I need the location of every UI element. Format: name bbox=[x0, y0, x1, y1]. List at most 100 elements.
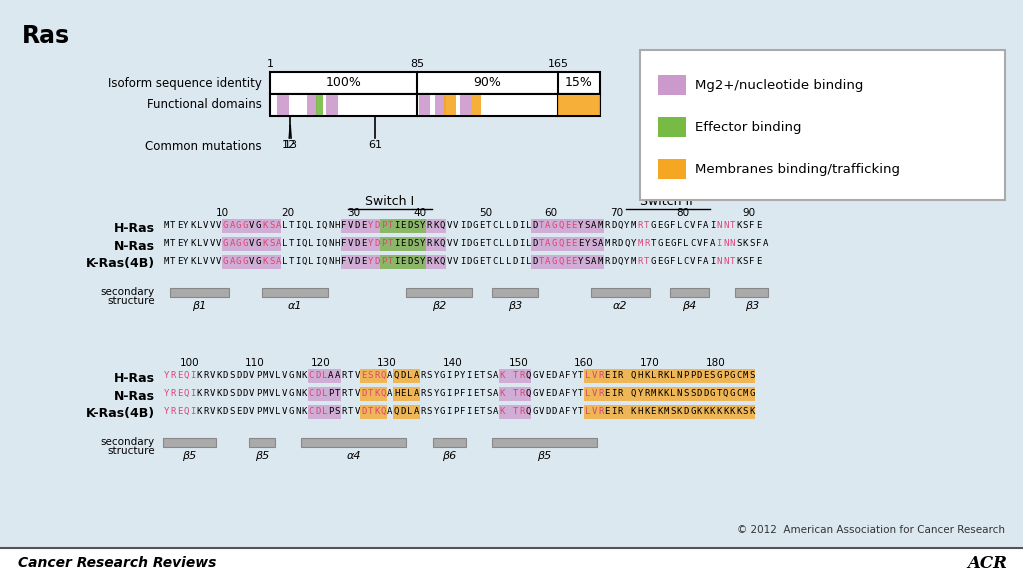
Text: R: R bbox=[597, 371, 604, 380]
Text: A: A bbox=[493, 407, 498, 416]
Text: E: E bbox=[236, 407, 241, 416]
Text: Q: Q bbox=[394, 371, 399, 380]
Bar bbox=[736, 288, 768, 297]
Text: N: N bbox=[296, 371, 301, 380]
Text: A: A bbox=[275, 221, 281, 230]
Text: F: F bbox=[677, 239, 682, 248]
Text: Y: Y bbox=[183, 221, 188, 230]
Text: T: T bbox=[486, 257, 491, 266]
Text: E: E bbox=[756, 221, 761, 230]
Text: H: H bbox=[637, 407, 642, 416]
Text: secondary: secondary bbox=[101, 437, 155, 447]
Text: Q: Q bbox=[302, 221, 307, 230]
Text: I: I bbox=[315, 239, 320, 248]
Text: D: D bbox=[407, 257, 412, 266]
Text: I: I bbox=[190, 371, 195, 380]
Text: A: A bbox=[388, 371, 393, 380]
Text: T: T bbox=[480, 407, 485, 416]
Text: K: K bbox=[743, 239, 748, 248]
Text: I: I bbox=[190, 389, 195, 398]
Bar bbox=[308, 369, 341, 383]
Text: V: V bbox=[591, 407, 596, 416]
Text: K: K bbox=[677, 407, 682, 416]
Text: E: E bbox=[545, 389, 550, 398]
Text: Y: Y bbox=[572, 389, 577, 398]
Text: T: T bbox=[643, 257, 650, 266]
Text: K: K bbox=[434, 221, 439, 230]
Text: K: K bbox=[374, 407, 380, 416]
Text: T: T bbox=[651, 239, 656, 248]
Text: F: F bbox=[697, 257, 702, 266]
Text: I: I bbox=[466, 371, 472, 380]
Text: 30: 30 bbox=[347, 208, 360, 218]
Text: L: L bbox=[499, 257, 504, 266]
Text: D: D bbox=[242, 389, 248, 398]
Text: structure: structure bbox=[107, 446, 155, 456]
Text: D: D bbox=[513, 221, 518, 230]
Text: S: S bbox=[749, 371, 755, 380]
Text: R: R bbox=[204, 371, 209, 380]
Text: T: T bbox=[288, 221, 294, 230]
Text: K: K bbox=[434, 257, 439, 266]
Text: M: M bbox=[631, 257, 636, 266]
Text: R: R bbox=[204, 389, 209, 398]
Text: V: V bbox=[210, 371, 215, 380]
Text: S: S bbox=[335, 407, 340, 416]
Text: V: V bbox=[539, 389, 544, 398]
Text: C: C bbox=[493, 221, 498, 230]
Text: K: K bbox=[716, 407, 721, 416]
Text: G: G bbox=[440, 407, 445, 416]
Text: F: F bbox=[749, 221, 755, 230]
Text: S: S bbox=[413, 257, 419, 266]
Bar bbox=[393, 405, 419, 419]
Text: A: A bbox=[493, 389, 498, 398]
Text: L: L bbox=[677, 221, 682, 230]
Text: G: G bbox=[236, 239, 241, 248]
Text: L: L bbox=[505, 221, 512, 230]
Text: G: G bbox=[288, 389, 294, 398]
Text: E: E bbox=[578, 239, 583, 248]
Text: E: E bbox=[473, 407, 478, 416]
Text: S: S bbox=[585, 257, 590, 266]
Text: P: P bbox=[328, 407, 333, 416]
Text: E: E bbox=[400, 221, 406, 230]
Bar bbox=[433, 438, 465, 447]
Text: D: D bbox=[532, 221, 537, 230]
Text: I: I bbox=[190, 407, 195, 416]
Text: G: G bbox=[749, 389, 755, 398]
Text: Y: Y bbox=[164, 371, 169, 380]
Text: Q: Q bbox=[183, 389, 188, 398]
Text: D: D bbox=[374, 239, 380, 248]
Text: R: R bbox=[420, 371, 426, 380]
Text: D: D bbox=[374, 221, 380, 230]
Text: L: L bbox=[670, 389, 675, 398]
Text: β3: β3 bbox=[745, 301, 759, 311]
Text: L: L bbox=[321, 389, 327, 398]
Text: D: D bbox=[611, 257, 617, 266]
Text: R: R bbox=[637, 257, 642, 266]
Text: 60: 60 bbox=[544, 208, 558, 218]
Text: V: V bbox=[348, 257, 353, 266]
Text: I: I bbox=[394, 239, 399, 248]
Text: K: K bbox=[723, 407, 728, 416]
Text: A: A bbox=[591, 257, 596, 266]
Text: T: T bbox=[729, 221, 735, 230]
Text: V: V bbox=[539, 371, 544, 380]
Text: 70: 70 bbox=[611, 208, 624, 218]
Text: α4: α4 bbox=[347, 451, 361, 461]
Text: F: F bbox=[459, 407, 465, 416]
Text: H-Ras: H-Ras bbox=[114, 221, 155, 235]
Text: E: E bbox=[177, 389, 182, 398]
Text: S: S bbox=[269, 257, 274, 266]
Text: 110: 110 bbox=[246, 358, 265, 368]
Text: E: E bbox=[572, 257, 577, 266]
Bar bbox=[532, 219, 604, 233]
Text: G: G bbox=[551, 257, 558, 266]
Text: G: G bbox=[236, 221, 241, 230]
Text: T: T bbox=[513, 407, 518, 416]
Text: E: E bbox=[664, 239, 669, 248]
Text: E: E bbox=[572, 239, 577, 248]
Text: I: I bbox=[447, 407, 452, 416]
Text: L: L bbox=[407, 371, 412, 380]
Text: R: R bbox=[519, 371, 525, 380]
